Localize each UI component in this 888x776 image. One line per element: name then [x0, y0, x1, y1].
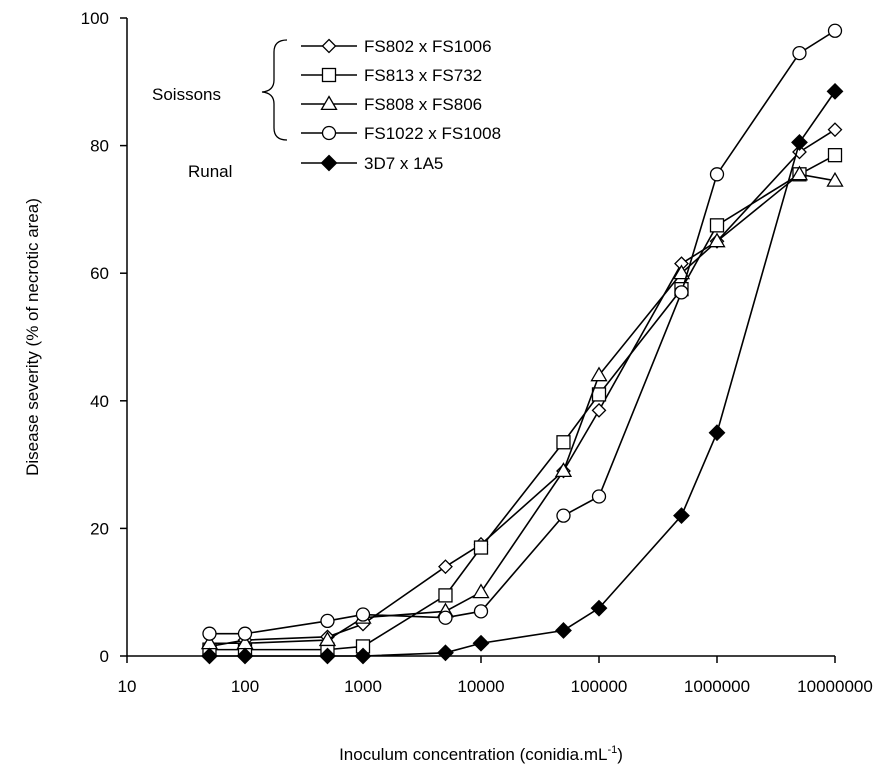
data-point [320, 613, 335, 629]
data-point [591, 402, 607, 418]
legend-entry: FS813 x FS732 [301, 66, 482, 85]
y-tick-label: 0 [100, 647, 109, 666]
data-point [708, 232, 726, 248]
data-point [556, 435, 571, 450]
data-point [827, 23, 843, 38]
x-tick-label: 10 [118, 677, 137, 696]
series-layer [200, 23, 844, 665]
data-point [591, 489, 607, 504]
series-4 [201, 82, 844, 665]
legend-marker [320, 95, 338, 111]
data-point [438, 588, 453, 603]
series-2 [200, 165, 844, 650]
data-point [590, 599, 608, 617]
legend-marker [321, 67, 337, 83]
legend-entry: 3D7 x 1A5 [301, 154, 443, 173]
data-point [473, 540, 489, 555]
series-line [209, 128, 836, 648]
legend-group-label: Runal [188, 162, 232, 181]
data-point [827, 122, 843, 138]
x-tick-label: 100 [231, 677, 259, 696]
legend-label: FS802 x FS1006 [364, 37, 492, 56]
legend-brace [261, 39, 288, 141]
series-line [209, 30, 836, 635]
data-point [472, 634, 490, 652]
data-point [473, 604, 489, 619]
data-point [672, 264, 691, 280]
legend-marker [321, 125, 337, 141]
data-point [709, 167, 725, 182]
data-point [790, 165, 809, 181]
data-point [438, 610, 453, 625]
series-3 [202, 23, 843, 641]
data-point [554, 462, 573, 478]
data-point [708, 424, 726, 442]
data-point [438, 559, 453, 575]
series-line [209, 154, 836, 651]
data-point [590, 366, 608, 382]
y-tick-label: 80 [90, 137, 109, 156]
data-point [709, 218, 725, 233]
data-point [673, 507, 690, 525]
y-tick-label: 60 [90, 264, 109, 283]
data-point [354, 647, 372, 665]
x-tick-label: 10000000 [797, 677, 873, 696]
data-point [827, 148, 843, 163]
x-tick-label: 1000 [344, 677, 382, 696]
data-point [318, 631, 337, 647]
data-point [237, 626, 253, 641]
series-line [209, 90, 836, 657]
x-axis-title: Inoculum concentration (conidia.mL-1) [339, 744, 623, 764]
x-tick-label: 1000000 [684, 677, 750, 696]
y-axis-title: Disease severity (% of necrotic area) [23, 198, 42, 476]
data-point [355, 607, 371, 622]
y-tick-label: 100 [81, 9, 109, 28]
y-tick-label: 40 [90, 392, 109, 411]
data-point [792, 45, 807, 61]
legend-label: 3D7 x 1A5 [364, 154, 443, 173]
x-ticks: 10 100 1000 10000 100000 1000000 10000000 [118, 656, 873, 696]
data-point [236, 647, 254, 665]
data-point [555, 622, 572, 639]
legend-entry: FS802 x FS1006 [301, 37, 492, 56]
legend-group-label: Soissons [152, 85, 221, 104]
data-point [202, 626, 217, 641]
legend-marker [321, 38, 337, 54]
data-point [556, 508, 571, 523]
data-point [472, 583, 490, 599]
legend-entry: FS808 x FS806 [301, 95, 482, 114]
data-point [826, 171, 844, 187]
data-point [826, 82, 844, 100]
data-point [201, 647, 218, 665]
series-line [209, 173, 836, 645]
legend-entry: FS1022 x FS1008 [301, 124, 501, 143]
y-ticks: 0 20 40 60 80 100 [81, 9, 127, 666]
data-point [674, 285, 689, 300]
series-1 [202, 148, 843, 657]
series-0 [202, 122, 843, 654]
data-point [437, 644, 454, 662]
legend-label: FS808 x FS806 [364, 95, 482, 114]
data-point [591, 387, 607, 402]
y-tick-label: 20 [90, 519, 109, 538]
legend: FS802 x FS1006 FS813 x FS732 FS808 x FS806… [152, 37, 501, 181]
legend-marker [320, 154, 338, 172]
legend-label: FS1022 x FS1008 [364, 124, 501, 143]
x-tick-label: 100000 [571, 677, 628, 696]
data-point [319, 647, 336, 665]
legend-label: FS813 x FS732 [364, 66, 482, 85]
x-tick-label: 10000 [457, 677, 504, 696]
data-point [791, 133, 808, 151]
